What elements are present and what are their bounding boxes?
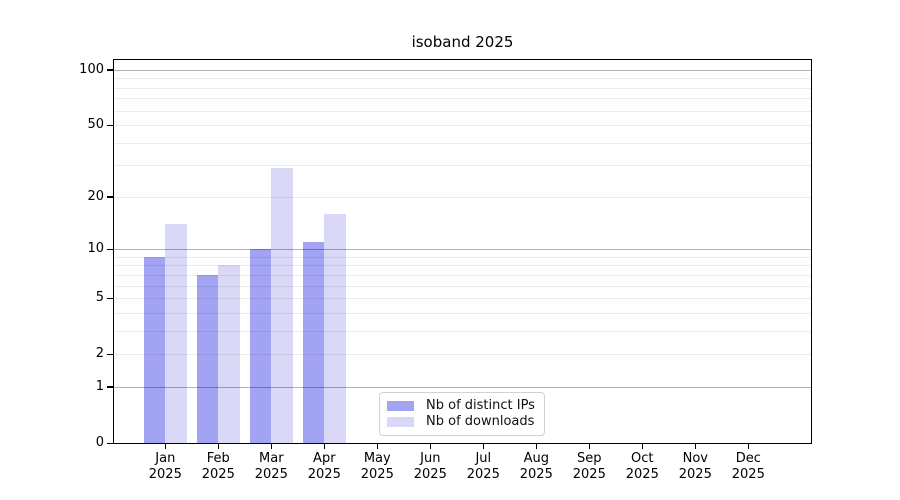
legend-label-distinct-ips: Nb of distinct IPs xyxy=(426,398,535,413)
x-tick-label-may: May 2025 xyxy=(360,451,394,482)
legend-item-downloads: Nb of downloads xyxy=(387,414,536,430)
x-tick-may xyxy=(376,444,378,449)
gridline-minor-6 xyxy=(114,285,811,287)
bar-nb-of-distinct-ips-apr xyxy=(302,242,325,443)
chart-title: isoband 2025 xyxy=(411,33,514,51)
gridline-major-100 xyxy=(114,69,811,71)
y-tick-label-0: 0 xyxy=(95,435,104,450)
y-tick-label-10: 10 xyxy=(87,241,104,257)
bar-nb-of-distinct-ips-feb xyxy=(196,274,219,443)
x-tick-mar xyxy=(270,444,272,449)
x-tick-dec xyxy=(747,444,749,449)
x-tick-jan xyxy=(164,444,166,449)
x-tick-feb xyxy=(217,444,219,449)
y-tick-2 xyxy=(107,353,113,355)
x-tick-aug xyxy=(535,444,537,449)
x-tick-label-aug: Aug 2025 xyxy=(519,451,553,482)
gridline-minor-20 xyxy=(114,196,811,198)
x-tick-apr xyxy=(323,444,325,449)
y-tick-label-20: 20 xyxy=(87,188,104,204)
gridline-minor-90 xyxy=(114,78,811,80)
x-tick-oct xyxy=(641,444,643,449)
x-tick-label-sep: Sep 2025 xyxy=(572,451,606,482)
x-tick-label-oct: Oct 2025 xyxy=(625,451,659,482)
gridline-minor-30 xyxy=(114,165,811,167)
gridline-minor-7 xyxy=(114,274,811,276)
y-tick-50 xyxy=(107,124,113,126)
x-tick-jul xyxy=(482,444,484,449)
bar-nb-of-distinct-ips-mar xyxy=(249,249,272,443)
y-tick-1 xyxy=(107,386,113,388)
x-tick-label-jan: Jan 2025 xyxy=(148,451,182,482)
gridline-minor-50 xyxy=(114,125,811,127)
y-tick-10 xyxy=(107,248,113,250)
y-tick-5 xyxy=(107,297,113,299)
x-tick-label-nov: Nov 2025 xyxy=(678,451,712,482)
x-tick-label-jun: Jun 2025 xyxy=(413,451,447,482)
gridline-minor-2 xyxy=(114,354,811,356)
gridline-minor-8 xyxy=(114,265,811,267)
gridline-minor-3 xyxy=(114,330,811,332)
y-tick-100 xyxy=(107,69,113,71)
x-tick-label-mar: Mar 2025 xyxy=(254,451,288,482)
x-tick-sep xyxy=(588,444,590,449)
x-tick-label-jul: Jul 2025 xyxy=(466,451,500,482)
bar-nb-of-downloads-jan xyxy=(165,224,187,443)
bar-nb-of-downloads-mar xyxy=(271,168,293,443)
gridline-major-10 xyxy=(114,249,811,251)
y-tick-label-50: 50 xyxy=(87,117,104,133)
gridline-minor-5 xyxy=(114,298,811,300)
y-tick-0 xyxy=(107,442,113,444)
plot-area xyxy=(114,60,811,443)
legend-swatch-distinct-ips xyxy=(387,401,414,411)
gridline-major-1 xyxy=(114,386,811,388)
y-tick-label-5: 5 xyxy=(95,290,104,306)
x-tick-nov xyxy=(694,444,696,449)
x-tick-label-dec: Dec 2025 xyxy=(731,451,765,482)
x-tick-label-feb: Feb 2025 xyxy=(201,451,235,482)
legend-label-downloads: Nb of downloads xyxy=(426,414,535,429)
legend-item-distinct-ips: Nb of distinct IPs xyxy=(387,398,536,414)
y-tick-label-1: 1 xyxy=(95,378,104,394)
x-tick-label-apr: Apr 2025 xyxy=(307,451,341,482)
gridline-minor-4 xyxy=(114,312,811,314)
gridline-minor-60 xyxy=(114,110,811,112)
y-tick-label-100: 100 xyxy=(79,61,104,77)
gridline-minor-70 xyxy=(114,98,811,100)
bar-nb-of-downloads-apr xyxy=(324,214,346,443)
legend: Nb of distinct IPs Nb of downloads xyxy=(379,392,545,436)
y-tick-20 xyxy=(107,196,113,198)
gridline-minor-40 xyxy=(114,142,811,144)
y-tick-label-2: 2 xyxy=(95,346,104,362)
x-tick-jun xyxy=(429,444,431,449)
gridline-minor-80 xyxy=(114,87,811,89)
gridline-minor-9 xyxy=(114,256,811,258)
legend-swatch-downloads xyxy=(387,417,414,427)
bar-nb-of-downloads-feb xyxy=(218,265,240,443)
bar-nb-of-distinct-ips-jan xyxy=(143,256,166,443)
